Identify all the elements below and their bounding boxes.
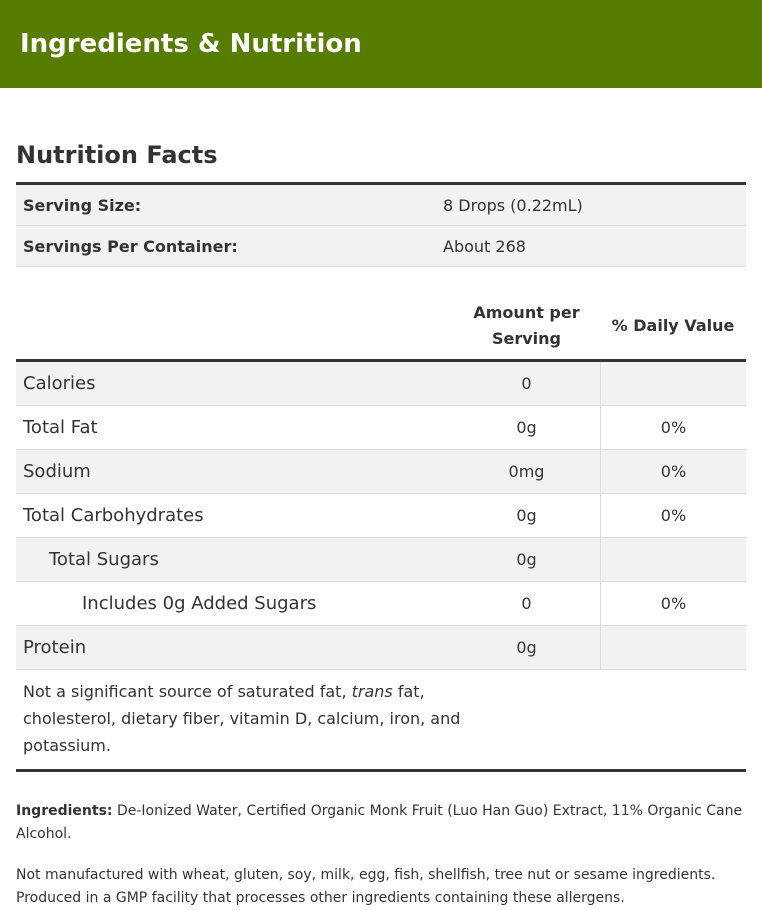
nutrient-name: Includes 0g Added Sugars — [82, 593, 317, 614]
serving-size-label: Serving Size: — [23, 195, 142, 215]
nutrient-name: Total Sugars — [49, 549, 159, 570]
nutrient-daily-value: 0% — [600, 406, 746, 449]
nutrient-name: Total Carbohydrates — [23, 505, 204, 526]
allergen-statement: Not manufactured with wheat, gluten, soy… — [16, 867, 716, 906]
nutrition-content: Nutrition Facts Serving Size: 8 Drops (0… — [0, 140, 762, 910]
daily-value-column-header: % Daily Value — [611, 316, 735, 335]
nutrient-amount: 0g — [516, 550, 537, 569]
nutrient-name: Sodium — [23, 461, 91, 482]
table-row: Calories 0 — [16, 362, 746, 406]
footnote-text-end: fat, cholesterol, dietary fiber, vitamin… — [23, 682, 461, 755]
nutrient-daily-value: 0% — [600, 582, 746, 625]
nutrition-footnote: Not a significant source of saturated fa… — [16, 670, 746, 772]
nutrient-name: Calories — [23, 373, 96, 394]
nutrient-amount: 0 — [521, 374, 532, 393]
nutrient-daily-value: 0% — [600, 450, 746, 493]
nutrient-amount: 0g — [516, 638, 537, 657]
nutrient-daily-value — [600, 538, 746, 581]
nutrient-name: Protein — [23, 637, 87, 658]
section-header: Ingredients & Nutrition — [0, 0, 762, 88]
table-row: Total Fat 0g 0% — [16, 406, 746, 450]
ingredients-text: De-Ionized Water, Certified Organic Monk… — [16, 803, 743, 842]
serving-size-value: 8 Drops (0.22mL) — [443, 195, 583, 215]
servings-per-container-row: Servings Per Container: About 268 — [16, 226, 746, 267]
table-row: Protein 0g — [16, 626, 746, 670]
nutrient-amount: 0 — [521, 594, 532, 613]
serving-table: Serving Size: 8 Drops (0.22mL) Servings … — [16, 182, 746, 267]
table-row: Total Sugars 0g — [16, 538, 746, 582]
nutrient-amount: 0mg — [508, 462, 545, 481]
servings-per-container-value: About 268 — [443, 236, 526, 256]
ingredients-paragraph: Ingredients: De-Ionized Water, Certified… — [16, 800, 746, 846]
footnote-text-start: Not a significant source of saturated fa… — [23, 682, 352, 701]
table-row: Sodium 0mg 0% — [16, 450, 746, 494]
nutrient-name: Total Fat — [23, 417, 98, 438]
nutrition-table-header: Amount per Serving % Daily Value — [16, 293, 746, 362]
nutrition-facts-title: Nutrition Facts — [16, 141, 218, 169]
nutrient-daily-value: 0% — [600, 494, 746, 537]
section-title: Ingredients & Nutrition — [20, 29, 362, 59]
nutrient-amount: 0g — [516, 506, 537, 525]
table-row: Includes 0g Added Sugars 0 0% — [16, 582, 746, 626]
servings-per-container-label: Servings Per Container: — [23, 236, 238, 256]
nutrient-daily-value — [600, 626, 746, 669]
footnote-italic: trans — [351, 682, 393, 701]
table-row: Total Carbohydrates 0g 0% — [16, 494, 746, 538]
nutrition-table: Amount per Serving % Daily Value Calorie… — [16, 293, 746, 772]
amount-column-header: Amount per Serving — [473, 303, 580, 348]
ingredients-label: Ingredients: — [16, 803, 113, 819]
nutrient-daily-value — [600, 362, 746, 405]
serving-size-row: Serving Size: 8 Drops (0.22mL) — [16, 185, 746, 226]
nutrient-amount: 0g — [516, 418, 537, 437]
